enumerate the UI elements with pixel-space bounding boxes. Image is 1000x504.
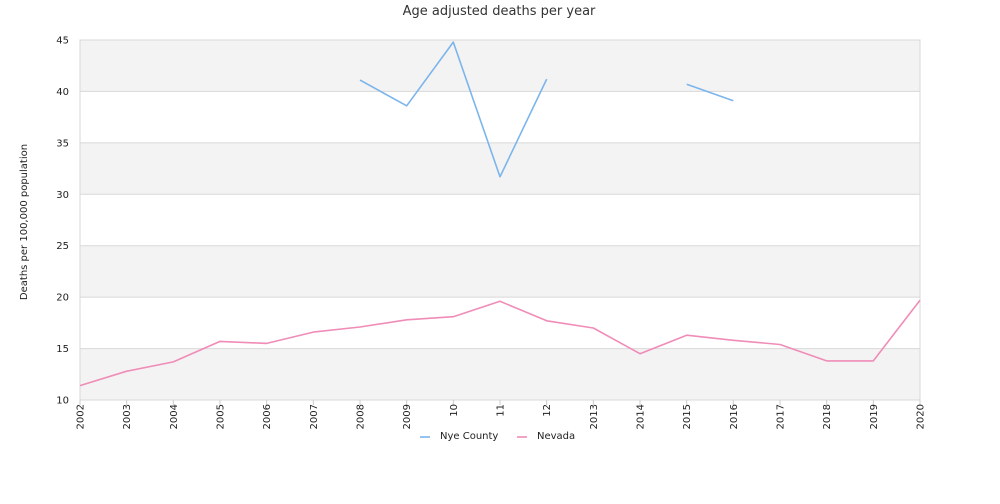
y-tick-label: 10 (56, 396, 69, 407)
x-tick-label: 2004 (169, 404, 180, 429)
x-tick-label: 2009 (402, 404, 413, 429)
x-tick-label: 2020 (916, 404, 927, 429)
y-tick-label: 20 (56, 293, 69, 304)
y-tick-label: 35 (56, 138, 69, 149)
x-tick-label: 2014 (636, 404, 647, 429)
legend-label-nevada[interactable]: Nevada (537, 431, 575, 442)
series-line-nye-county (686, 83, 734, 102)
x-tick-label: 2019 (869, 404, 880, 429)
x-tick-label: 10 (449, 404, 460, 417)
x-tick-label: 2015 (682, 404, 693, 429)
y-tick-label: 15 (56, 344, 69, 355)
legend[interactable]: Nye County Nevada (420, 431, 575, 442)
x-tick-label: 2007 (309, 404, 320, 429)
x-tick-label: 2017 (776, 404, 787, 429)
plot-border (79, 39, 921, 401)
y-tick-label: 40 (56, 87, 69, 98)
grid-band (80, 40, 920, 92)
y-axis-ticks: 10 15 20 25 30 35 40 45 (56, 36, 69, 407)
grid-band (80, 142, 920, 195)
y-axis-title: Deaths per 100,000 population (19, 144, 30, 300)
chart-title: Age adjusted deaths per year (403, 4, 596, 19)
x-tick-label: 2006 (262, 404, 273, 429)
y-tick-label: 45 (56, 36, 69, 47)
x-tick-label: 12 (542, 404, 553, 417)
series-layer (79, 41, 921, 387)
x-tick-label: 2002 (76, 404, 87, 429)
grid-bands (80, 40, 920, 400)
legend-label-nye-county[interactable]: Nye County (440, 431, 498, 442)
series-line-nevada (79, 299, 921, 387)
x-tick-label: 2005 (216, 404, 227, 429)
x-tick-label: 2013 (589, 404, 600, 429)
grid-lines (79, 39, 921, 401)
grid-band (80, 245, 920, 298)
grid-band (80, 348, 920, 400)
x-tick-label: 2008 (356, 404, 367, 429)
x-axis-ticks: 2002 2003 2004 2005 2006 2007 2008 2009 10 11 12 20… (76, 400, 927, 429)
y-tick-label: 25 (56, 241, 69, 252)
x-tick-label: 11 (496, 404, 507, 417)
x-tick-label: 2016 (729, 404, 740, 429)
y-tick-label: 30 (56, 190, 69, 201)
series-line-nye-county (359, 41, 548, 178)
x-tick-label: 2003 (122, 404, 133, 429)
x-tick-label: 2018 (822, 404, 833, 429)
